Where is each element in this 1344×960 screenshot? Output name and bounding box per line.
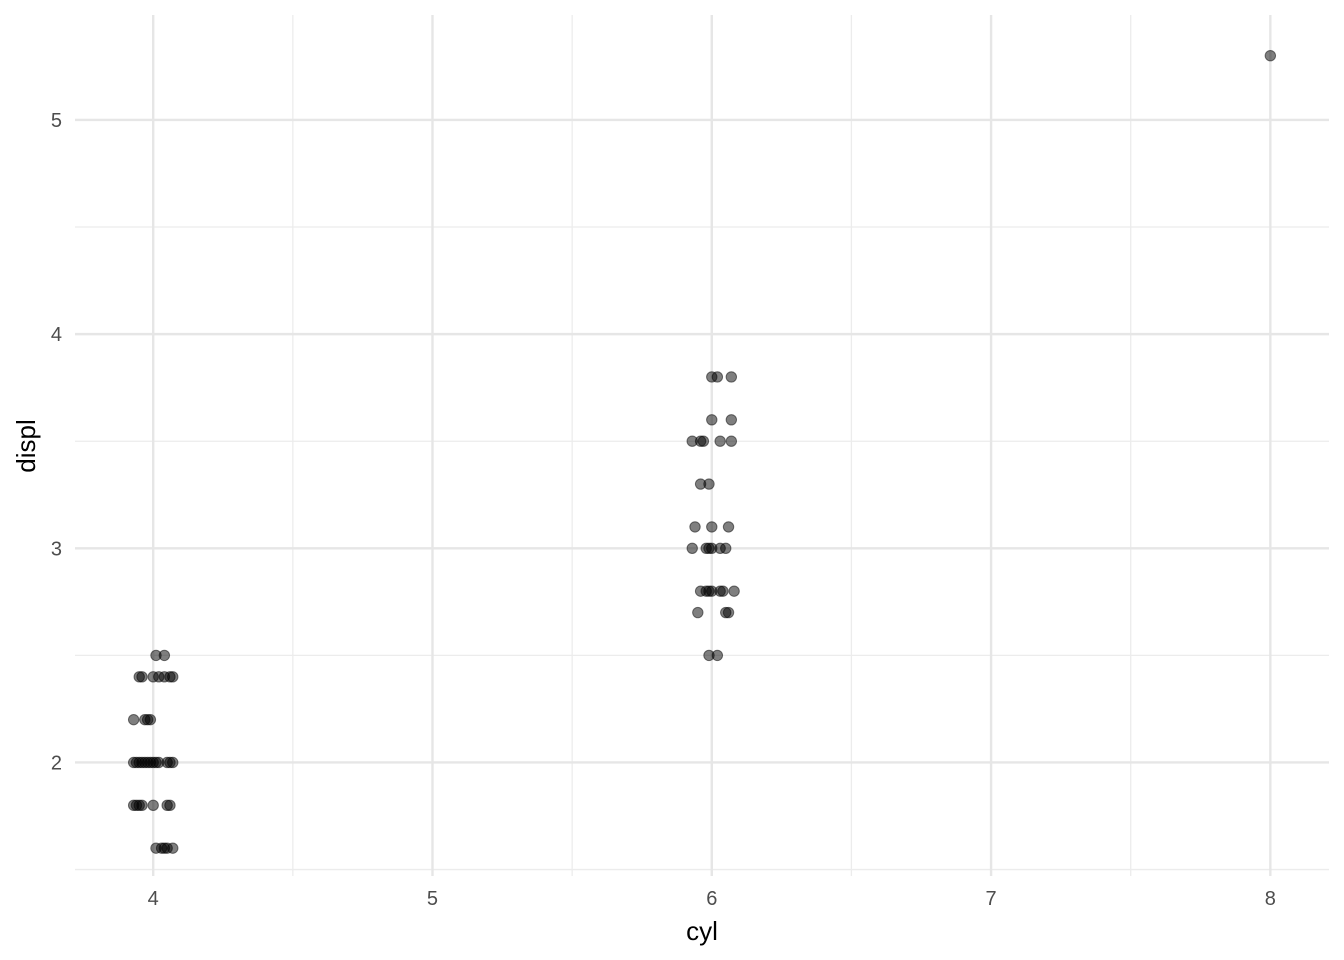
data-point — [136, 799, 148, 812]
data-point — [728, 585, 740, 597]
y-tick-label: 3 — [51, 538, 62, 560]
data-points — [127, 49, 1277, 854]
x-tick-label: 6 — [706, 888, 717, 910]
data-point — [686, 542, 698, 555]
data-point — [703, 478, 715, 490]
data-point — [147, 799, 159, 812]
data-point — [720, 542, 732, 555]
data-point — [167, 671, 179, 683]
data-point — [706, 521, 718, 533]
data-point — [167, 842, 179, 854]
major-gridlines — [75, 15, 1329, 876]
data-point — [722, 521, 735, 533]
data-point — [697, 435, 710, 447]
data-point — [164, 799, 176, 812]
data-point — [711, 649, 724, 662]
x-tick-label: 4 — [148, 888, 159, 910]
y-axis-title: displ — [11, 419, 41, 472]
data-point — [692, 606, 704, 619]
data-point — [722, 606, 735, 619]
data-point — [127, 713, 140, 726]
data-point — [1264, 49, 1277, 62]
data-point — [714, 435, 726, 447]
y-tick-label: 2 — [51, 752, 62, 774]
data-point — [717, 585, 729, 597]
data-point — [725, 435, 738, 447]
y-axis-tick-labels: 2 3 4 5 — [51, 110, 62, 775]
x-axis-title: cyl — [686, 916, 718, 946]
data-point — [725, 414, 738, 426]
data-point — [706, 414, 718, 426]
x-tick-label: 7 — [985, 888, 996, 910]
y-tick-label: 5 — [51, 110, 62, 132]
data-point — [711, 371, 724, 383]
x-tick-label: 8 — [1265, 888, 1276, 910]
x-tick-label: 5 — [427, 888, 438, 910]
data-point — [689, 521, 701, 533]
data-point — [144, 713, 157, 726]
data-point — [136, 671, 148, 683]
data-point — [167, 756, 179, 769]
y-tick-label: 4 — [51, 324, 62, 346]
data-point — [158, 649, 171, 662]
data-point — [725, 371, 738, 383]
x-axis-tick-labels: 4 5 6 7 8 — [148, 888, 1276, 910]
